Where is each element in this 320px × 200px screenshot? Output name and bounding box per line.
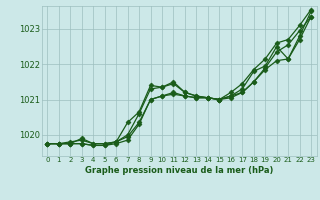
X-axis label: Graphe pression niveau de la mer (hPa): Graphe pression niveau de la mer (hPa) — [85, 166, 273, 175]
